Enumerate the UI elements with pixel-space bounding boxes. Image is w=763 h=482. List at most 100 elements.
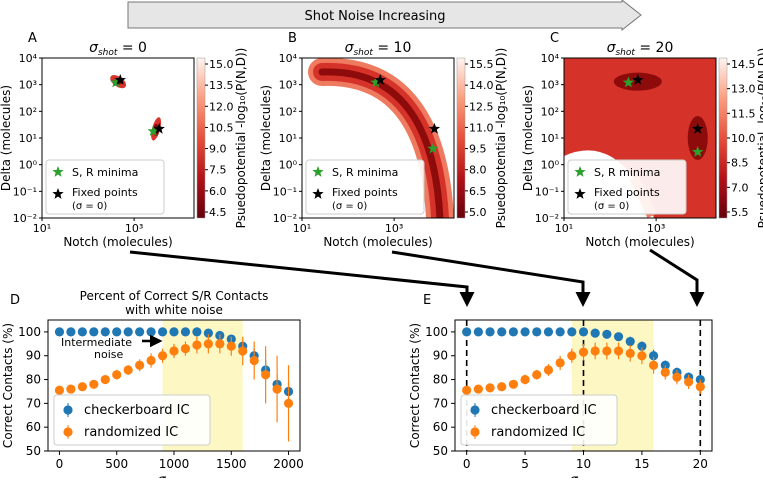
colorbar-tick-label: 11.0: [469, 121, 494, 134]
y-tick-label: 10²: [19, 105, 37, 118]
data-point: [520, 327, 530, 337]
colorbar-tick-label: 5.0: [469, 206, 487, 219]
series-randomized: [462, 342, 705, 395]
data-point: [602, 329, 612, 339]
title-value: = 10: [373, 40, 411, 56]
colorbar-tick-label: 8.0: [469, 164, 487, 177]
chart-panel-e: 50 60 70 80 90 100 0 5 10 15 20 σshot Correct Contac…: [408, 293, 713, 482]
data-point: [520, 374, 530, 385]
colorbar-tick-label: 7.0: [731, 181, 749, 194]
legend-box: [45, 159, 165, 215]
data-point: [508, 379, 519, 389]
colorbar-tick-label: 6.0: [209, 185, 227, 198]
y-tick-label: 90: [433, 349, 448, 363]
y-tick-label: 80: [26, 373, 41, 387]
x-axis-label: σwhite: [158, 473, 191, 478]
data-point: [112, 327, 122, 337]
data-point: [215, 339, 225, 349]
colorbar-tick-label: 12.5: [469, 100, 494, 113]
y-tick-label: 10⁻²: [13, 212, 37, 225]
data-point: [238, 346, 248, 356]
colorbar-tick-label: 8.5: [731, 157, 749, 170]
data-point: [567, 327, 577, 337]
heatmap-legend: S, R minima Fixed points (σ = 0): [45, 159, 165, 215]
y-tick-label: 50: [26, 444, 41, 458]
legend-marker-orange: [63, 427, 73, 437]
legend-randomized-label: randomized IC: [84, 425, 178, 440]
data-point: [532, 370, 542, 380]
data-point: [672, 372, 682, 382]
legend-star-green: [312, 166, 324, 177]
y-tick-label: 10³: [19, 79, 37, 92]
chart-legend: checkerboard IC randomized IC: [53, 394, 211, 446]
heatmap-title: σshot = 20: [607, 40, 674, 58]
legend-star-black: [312, 188, 324, 199]
colorbar-label: Psuedopotential -log₁₀(P(N,D)): [234, 48, 248, 229]
data-point: [192, 327, 202, 337]
data-point: [684, 377, 694, 387]
x-tick-label: 2000: [273, 457, 304, 471]
x-tick-label: 0: [463, 457, 471, 471]
data-point: [695, 382, 705, 392]
x-tick-label: 10¹: [293, 222, 311, 235]
data-point: [462, 385, 472, 395]
panel-letter: C: [550, 31, 559, 46]
data-point: [89, 379, 99, 389]
shot-noise-banner: Shot Noise Increasing: [127, 0, 642, 32]
y-tick-label: 10³: [279, 79, 297, 92]
y-tick-label: 10²: [541, 105, 559, 118]
y-tick-label: 10⁰: [541, 159, 560, 172]
data-point: [226, 341, 236, 351]
data-point: [578, 347, 589, 357]
data-point: [555, 327, 565, 337]
x-tick-label: 10: [576, 457, 591, 471]
panel-letter: D: [10, 293, 20, 308]
fixed-point-star: [153, 122, 165, 134]
data-point: [249, 355, 259, 366]
colorbar-tick-label: 10.5: [209, 121, 234, 134]
legend-fixed-label: Fixed points: [72, 186, 138, 199]
sr-minimum-star: [427, 142, 439, 154]
legend-star-black: [574, 188, 586, 199]
y-tick-label: 10⁻¹: [13, 185, 37, 198]
legend-star-green: [52, 166, 64, 177]
data-point: [648, 360, 659, 370]
series-checkerboard: [54, 327, 294, 401]
title-sigma: σ: [607, 40, 617, 56]
data-point: [203, 328, 213, 338]
colorbar-tick-label: 14.5: [731, 58, 756, 71]
legend-box: [305, 159, 425, 215]
legend-fixed-label: Fixed points: [594, 186, 660, 199]
x-tick-label: 10¹: [555, 222, 573, 235]
y-tick-label: 50: [433, 444, 448, 458]
data-point: [203, 339, 213, 349]
fixed-point-star: [374, 74, 386, 85]
data-point: [135, 327, 145, 337]
density-ridge: [318, 68, 444, 218]
data-point: [157, 327, 168, 337]
colorbar-tick-label: 14.0: [469, 79, 494, 92]
data-point: [637, 351, 647, 361]
connector-arrow-b: [391, 250, 591, 307]
chart-panel-d: 50607080901000500100015002000σwhiteCorre…: [1, 289, 304, 482]
data-point: [169, 346, 179, 356]
y-tick-label: 100: [425, 325, 448, 339]
y-tick-label: 10⁻²: [535, 212, 559, 225]
y-axis-label: Correct Contacts (%): [408, 323, 422, 448]
data-point: [648, 351, 659, 361]
data-point: [637, 341, 647, 351]
legend-marker-blue: [470, 405, 480, 415]
colorbar: [196, 57, 206, 219]
fixed-point-star: [632, 74, 644, 85]
legend-box: [567, 159, 687, 215]
data-point: [660, 367, 670, 377]
colorbar-tick-label: 11.5: [731, 107, 756, 120]
data-point: [272, 384, 282, 394]
data-point: [590, 328, 600, 338]
data-point: [497, 382, 507, 392]
banner-label: Shot Noise Increasing: [305, 9, 446, 24]
heatmap-field: [308, 58, 454, 218]
y-tick-label: 10⁰: [279, 159, 298, 172]
